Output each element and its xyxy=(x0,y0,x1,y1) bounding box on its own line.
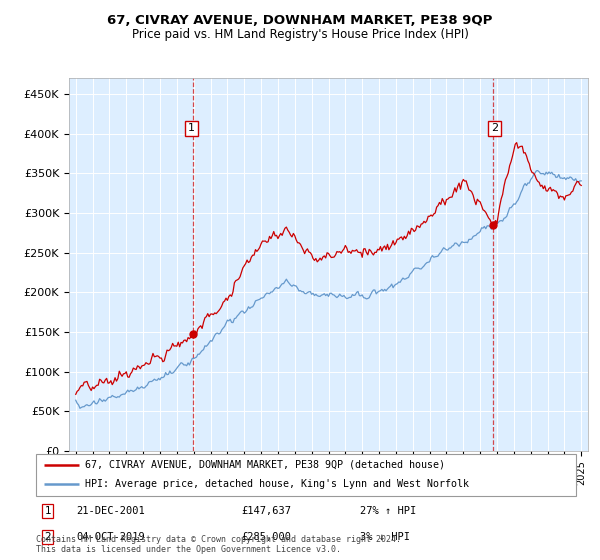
Text: 1: 1 xyxy=(44,506,51,516)
Text: 67, CIVRAY AVENUE, DOWNHAM MARKET, PE38 9QP (detached house): 67, CIVRAY AVENUE, DOWNHAM MARKET, PE38 … xyxy=(85,460,445,470)
Text: 04-OCT-2019: 04-OCT-2019 xyxy=(77,532,145,542)
Text: 3% ↓ HPI: 3% ↓ HPI xyxy=(360,532,410,542)
Text: 2: 2 xyxy=(44,532,51,542)
Text: 67, CIVRAY AVENUE, DOWNHAM MARKET, PE38 9QP: 67, CIVRAY AVENUE, DOWNHAM MARKET, PE38 … xyxy=(107,14,493,27)
Text: £147,637: £147,637 xyxy=(241,506,291,516)
FancyBboxPatch shape xyxy=(36,454,576,496)
Text: Contains HM Land Registry data © Crown copyright and database right 2024.
This d: Contains HM Land Registry data © Crown c… xyxy=(36,535,401,554)
Text: 21-DEC-2001: 21-DEC-2001 xyxy=(77,506,145,516)
Text: 27% ↑ HPI: 27% ↑ HPI xyxy=(360,506,416,516)
Text: £285,000: £285,000 xyxy=(241,532,291,542)
Text: HPI: Average price, detached house, King's Lynn and West Norfolk: HPI: Average price, detached house, King… xyxy=(85,479,469,489)
Text: 1: 1 xyxy=(188,123,195,133)
Text: Price paid vs. HM Land Registry's House Price Index (HPI): Price paid vs. HM Land Registry's House … xyxy=(131,28,469,41)
Text: 2: 2 xyxy=(491,123,498,133)
